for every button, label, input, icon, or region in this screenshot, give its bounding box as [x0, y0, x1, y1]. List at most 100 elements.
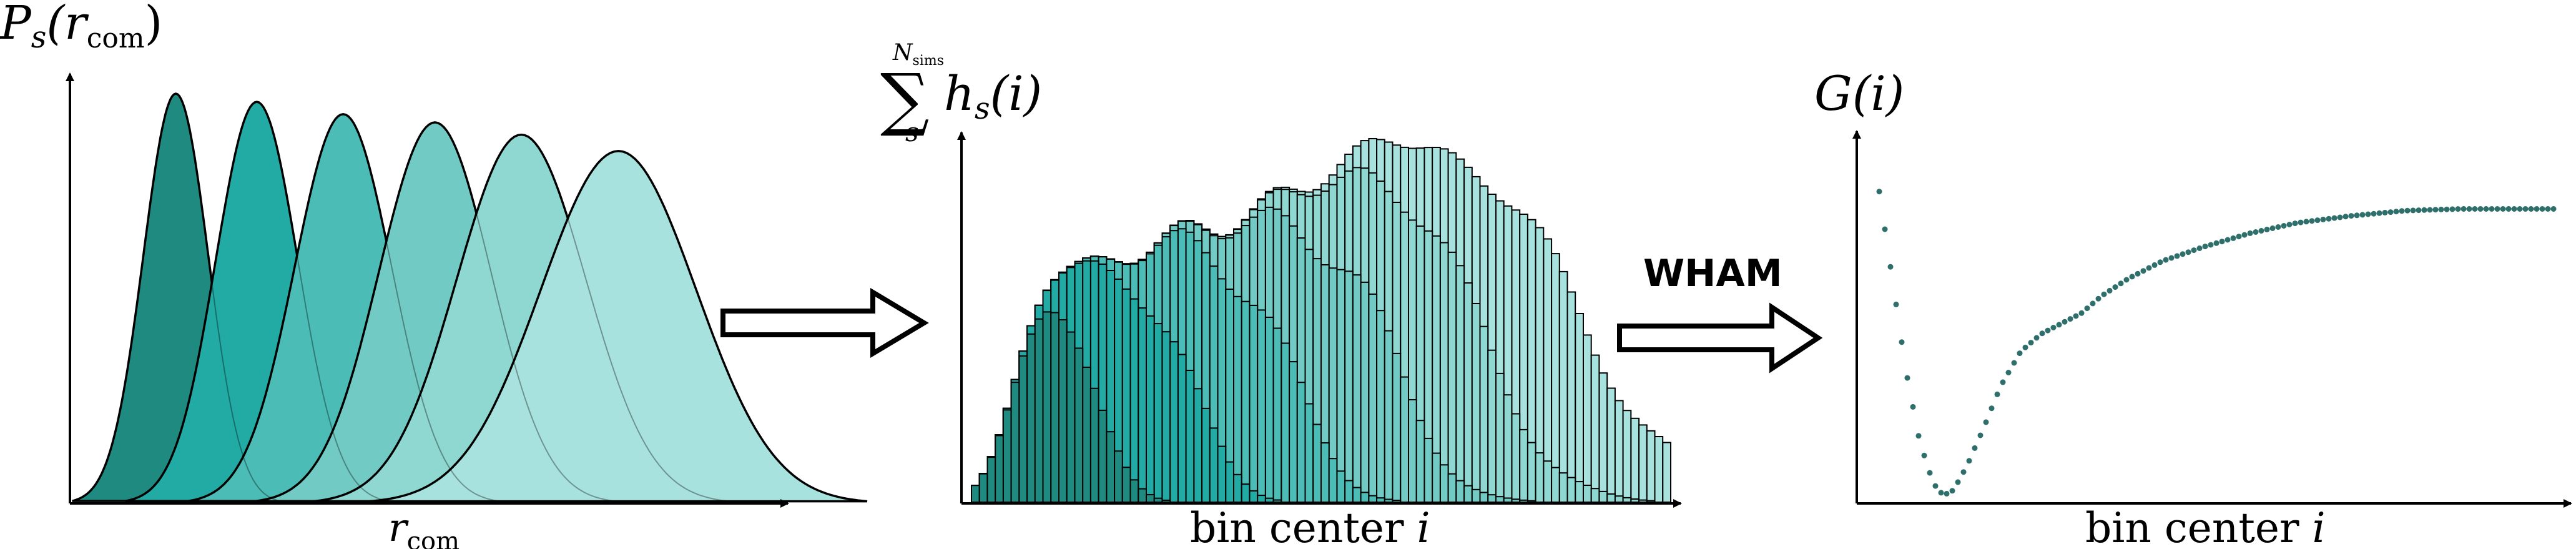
curve-point: [2236, 234, 2242, 240]
curve-point: [2073, 313, 2079, 319]
histogram-bar: [1177, 354, 1187, 503]
curve-point: [2123, 277, 2130, 283]
histogram-bar: [1138, 488, 1148, 503]
histogram-bar: [1153, 323, 1163, 503]
curve-point: [2371, 210, 2377, 217]
curve-point: [2185, 249, 2191, 255]
curve-point: [2298, 219, 2304, 225]
curve-point: [1983, 419, 1989, 425]
curve-point: [2500, 206, 2506, 212]
histogram-bar: [1312, 423, 1322, 503]
histogram-bar: [1089, 387, 1099, 503]
histogram-bar: [1487, 494, 1497, 503]
histogram-bar: [1376, 497, 1385, 503]
curve-point: [2427, 207, 2433, 213]
histogram-bar: [1368, 293, 1378, 503]
curve-point: [2320, 216, 2326, 222]
histogram-bar: [1487, 349, 1497, 503]
histogram-bar: [1121, 467, 1131, 503]
free-energy-curve: [1876, 189, 2557, 497]
histogram-bar: [1320, 442, 1330, 503]
histogram-bar: [1439, 464, 1449, 503]
histogram-bar: [1026, 333, 1036, 503]
histogram-bar: [1558, 270, 1568, 503]
histogram-bar: [1638, 499, 1648, 503]
curve-point: [2084, 305, 2090, 312]
histogram-bar: [1138, 307, 1148, 503]
curve-point: [2432, 207, 2439, 213]
curve-point: [2517, 206, 2523, 212]
curve-point: [2196, 245, 2203, 251]
panel2-sum-lower-limit: s: [905, 117, 919, 147]
histogram-bar: [1662, 442, 1672, 503]
histogram-bar: [971, 485, 980, 503]
panel-summed-histograms: ∑ Nsims s hs(i) bin center i: [880, 40, 1682, 549]
histogram-bar: [1455, 480, 1465, 503]
curve-point: [2269, 225, 2276, 231]
curve-point: [2112, 284, 2118, 290]
panel-free-energy: G(i) bin center i: [1814, 66, 2572, 549]
panel-window-distributions: Ps(rcom) rcom: [0, 0, 868, 549]
histogram-bar: [1161, 499, 1171, 503]
histogram-bar: [1526, 500, 1536, 503]
curve-point: [2258, 228, 2264, 234]
histogram-bar: [1455, 265, 1465, 503]
curve-point: [2191, 247, 2197, 254]
right-arrow-icon: [1617, 302, 1823, 373]
histogram-bar: [1463, 485, 1473, 503]
curve-point: [2286, 222, 2293, 227]
histogram-bar: [1114, 450, 1123, 503]
panel1-x-axis-label: rcom: [388, 505, 460, 549]
histogram-bar: [1169, 341, 1179, 503]
overlap-outline-2: [257, 101, 388, 502]
curve-point: [2005, 370, 2012, 375]
histogram-bar: [1479, 492, 1489, 503]
curve-point: [2151, 262, 2158, 268]
curve-point: [2382, 209, 2388, 215]
histogram-bar: [1344, 480, 1354, 503]
curve-point: [2505, 206, 2512, 212]
histogram-bar: [1074, 347, 1084, 503]
curve-point: [2101, 291, 2107, 297]
curve-point: [2460, 206, 2467, 212]
curve-point: [1876, 189, 1882, 195]
histogram-bar: [1392, 352, 1402, 503]
histogram-bar: [1606, 493, 1616, 503]
curve-point: [1972, 445, 1978, 451]
histogram-bar: [1264, 317, 1274, 503]
curve-point: [1944, 490, 1950, 497]
histogram-bar: [1551, 467, 1560, 503]
histogram-bar: [1193, 388, 1203, 503]
overlap-outline-1: [175, 93, 280, 502]
panel3-x-axis-label: bin center i: [2085, 504, 2326, 549]
histogram-bar: [1598, 372, 1608, 503]
window-distribution-6: [370, 150, 868, 503]
curve-point: [2230, 235, 2236, 241]
histogram-bar: [1630, 417, 1640, 503]
window-distributions: [72, 92, 868, 503]
curve-point: [2331, 215, 2338, 221]
histogram-bar: [1289, 361, 1298, 503]
histogram-bar: [1082, 367, 1091, 503]
curve-point: [2292, 220, 2298, 227]
curve-point: [1915, 433, 1922, 439]
histogram-bar: [1161, 331, 1171, 503]
curve-point: [1989, 405, 1995, 412]
right-arrow-icon: [720, 287, 929, 359]
histogram-bar: [1098, 409, 1108, 503]
histogram-bar: [1344, 270, 1354, 503]
histogram-bar: [1058, 319, 1068, 503]
overlap-outline-4: [435, 121, 615, 502]
histogram-bar: [1495, 496, 1505, 503]
curve-point: [2387, 209, 2394, 215]
curve-point: [2163, 257, 2169, 263]
histogram-bar: [1590, 354, 1600, 503]
curve-point: [1932, 483, 1939, 489]
histogram-bar: [1415, 420, 1425, 503]
curve-point: [2219, 239, 2225, 245]
curve-point: [2483, 206, 2489, 212]
curve-point: [2022, 344, 2028, 350]
curve-point: [2011, 360, 2017, 366]
histogram-bar: [1233, 295, 1242, 503]
histogram-bar: [1471, 488, 1481, 503]
